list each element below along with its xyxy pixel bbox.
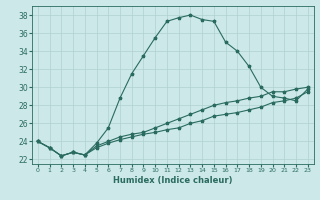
X-axis label: Humidex (Indice chaleur): Humidex (Indice chaleur) — [113, 176, 233, 185]
